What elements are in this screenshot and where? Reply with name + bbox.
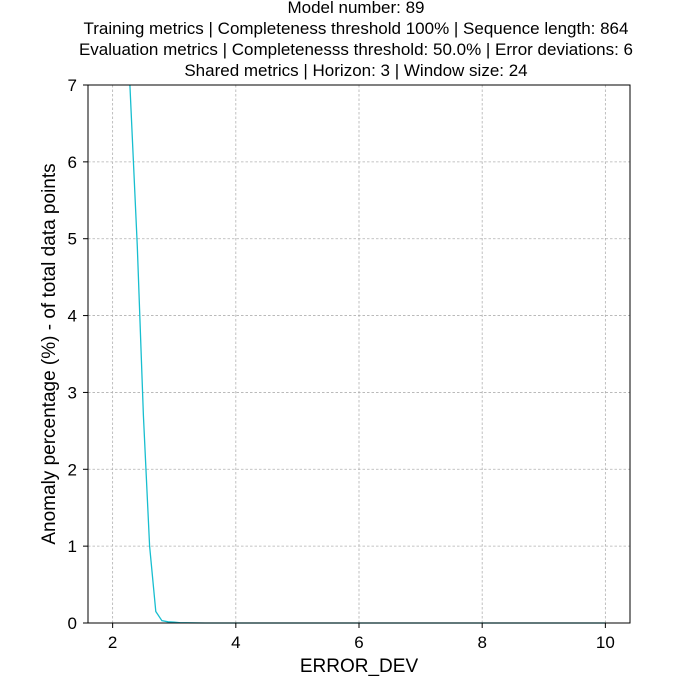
plot-frame [87,84,631,624]
chart-title: Model number: 89 Training metrics | Comp… [79,0,633,80]
y-axis-label: Anomaly percentage (%) - of total data p… [39,163,60,544]
title-line-4: Shared metrics | Horizon: 3 | Window siz… [184,61,527,80]
x-tick-label: 10 [596,633,615,652]
y-axis-ticks: 0 1 2 3 4 5 6 7 [68,76,88,633]
y-tick-label: 0 [68,614,77,633]
x-gridlines [112,85,606,623]
x-axis-label: ERROR_DEV [300,656,419,677]
series-line [129,84,606,624]
y-tick-label: 1 [68,537,77,556]
y-tick-label: 5 [68,230,77,249]
x-tick-label: 6 [354,633,363,652]
plot-area: 2 4 6 8 10 0 1 2 3 4 5 6 7 [68,76,631,652]
title-line-3: Evaluation metrics | Completenesss thres… [79,40,633,59]
x-tick-label: 8 [477,633,486,652]
title-line-2: Training metrics | Completeness threshol… [84,19,629,38]
x-axis-ticks: 2 4 6 8 10 [108,623,615,652]
y-tick-label: 2 [68,460,77,479]
y-gridlines [88,84,630,624]
y-tick-label: 3 [68,383,77,402]
y-tick-label: 4 [68,307,77,326]
title-line-1: Model number: 89 [287,0,424,17]
y-tick-label: 6 [68,153,77,172]
x-tick-label: 4 [231,633,240,652]
y-tick-label: 7 [68,76,77,95]
x-tick-label: 2 [108,633,117,652]
series-group [129,84,606,624]
